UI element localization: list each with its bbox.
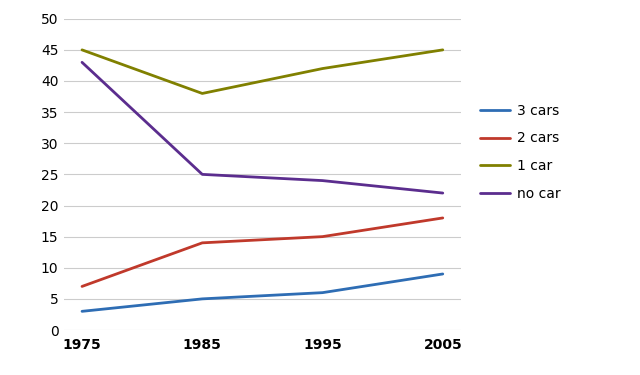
1 car <box>78 48 86 52</box>
1 car <box>319 66 326 71</box>
Line: no car: no car <box>82 62 443 193</box>
no car <box>319 178 326 183</box>
1 car <box>198 91 206 96</box>
Line: 1 car: 1 car <box>82 50 443 93</box>
1 car <box>439 48 447 52</box>
Legend: 3 cars, 2 cars, 1 car, no car: 3 cars, 2 cars, 1 car, no car <box>479 104 561 201</box>
no car <box>439 191 447 195</box>
Line: 3 cars: 3 cars <box>82 274 443 311</box>
2 cars <box>78 284 86 289</box>
3 cars <box>439 272 447 276</box>
2 cars <box>439 216 447 220</box>
2 cars <box>319 234 326 239</box>
3 cars <box>198 297 206 301</box>
2 cars <box>198 241 206 245</box>
3 cars <box>319 290 326 295</box>
Line: 2 cars: 2 cars <box>82 218 443 286</box>
no car <box>78 60 86 64</box>
3 cars <box>78 309 86 314</box>
no car <box>198 172 206 177</box>
